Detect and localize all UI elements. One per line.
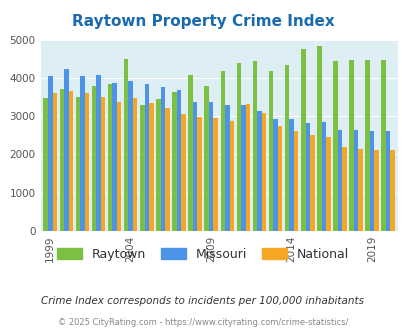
Bar <box>257 111 261 231</box>
Bar <box>277 126 281 231</box>
Bar <box>325 137 330 231</box>
Bar <box>305 123 309 231</box>
Bar <box>321 122 325 231</box>
Bar <box>381 60 385 231</box>
Text: Crime Index corresponds to incidents per 100,000 inhabitants: Crime Index corresponds to incidents per… <box>41 296 364 306</box>
Bar <box>390 150 394 231</box>
Bar <box>52 93 57 231</box>
Bar <box>204 85 209 231</box>
Bar <box>140 105 144 231</box>
Bar <box>241 105 245 231</box>
Bar <box>64 69 68 231</box>
Bar <box>43 98 48 231</box>
Bar <box>197 116 201 231</box>
Bar <box>60 88 64 231</box>
Legend: Raytown, Missouri, National: Raytown, Missouri, National <box>51 243 354 266</box>
Bar <box>293 131 298 231</box>
Bar <box>337 130 341 231</box>
Bar <box>252 61 257 231</box>
Bar <box>117 102 121 231</box>
Bar <box>273 119 277 231</box>
Bar <box>300 49 305 231</box>
Bar <box>160 87 165 231</box>
Bar <box>124 59 128 231</box>
Bar <box>176 90 181 231</box>
Bar <box>245 104 249 231</box>
Bar <box>357 149 362 231</box>
Bar <box>133 98 137 231</box>
Bar <box>369 131 373 231</box>
Bar <box>144 84 149 231</box>
Bar <box>284 65 289 231</box>
Bar <box>172 92 176 231</box>
Bar <box>80 76 85 231</box>
Bar <box>229 121 233 231</box>
Bar <box>96 75 100 231</box>
Bar <box>165 108 169 231</box>
Bar <box>149 103 153 231</box>
Bar <box>268 71 273 231</box>
Bar <box>75 97 80 231</box>
Bar <box>373 150 378 231</box>
Bar <box>92 86 96 231</box>
Bar <box>309 135 314 231</box>
Bar <box>289 119 293 231</box>
Bar <box>100 97 105 231</box>
Bar <box>341 147 346 231</box>
Bar <box>353 130 357 231</box>
Text: © 2025 CityRating.com - https://www.cityrating.com/crime-statistics/: © 2025 CityRating.com - https://www.city… <box>58 318 347 327</box>
Bar <box>112 83 117 231</box>
Text: Raytown Property Crime Index: Raytown Property Crime Index <box>71 14 334 29</box>
Bar <box>181 114 185 231</box>
Bar <box>333 61 337 231</box>
Bar <box>220 71 224 231</box>
Bar <box>108 84 112 231</box>
Bar <box>85 93 89 231</box>
Bar <box>188 75 192 231</box>
Bar <box>192 102 197 231</box>
Bar <box>348 60 353 231</box>
Bar <box>261 113 266 231</box>
Bar <box>68 91 73 231</box>
Bar <box>156 99 160 231</box>
Bar <box>316 47 321 231</box>
Bar <box>236 63 241 231</box>
Bar <box>48 76 52 231</box>
Bar <box>364 60 369 231</box>
Bar <box>128 81 133 231</box>
Bar <box>213 118 217 231</box>
Bar <box>209 102 213 231</box>
Bar <box>224 105 229 231</box>
Bar <box>385 131 390 231</box>
